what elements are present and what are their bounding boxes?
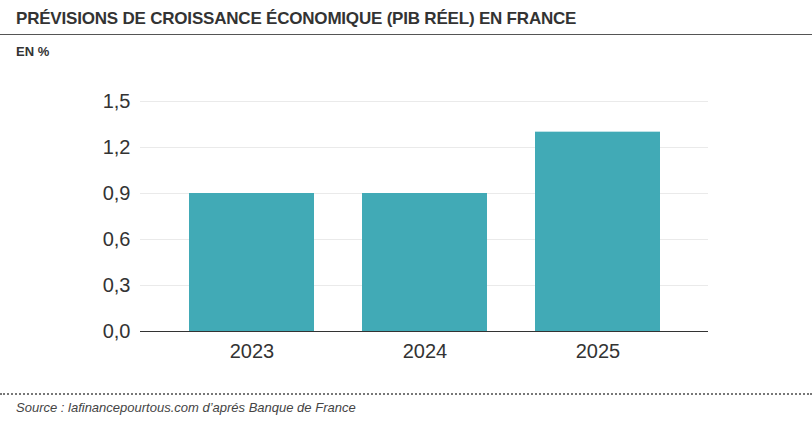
svg-text:2025: 2025 — [576, 340, 621, 362]
svg-text:1,5: 1,5 — [103, 90, 131, 112]
html-text:Source : lafinancepourtous.com: Source : lafinancepourtous.com d’aprés B… — [16, 400, 356, 415]
svg-text:0,0: 0,0 — [103, 320, 131, 342]
svg-text:0,9: 0,9 — [103, 182, 131, 204]
svg-text:2023: 2023 — [230, 340, 275, 362]
svg-text:1,2: 1,2 — [103, 136, 131, 158]
svg-text:0,6: 0,6 — [103, 228, 131, 250]
svg-text:2024: 2024 — [403, 340, 448, 362]
svg-text:0,3: 0,3 — [103, 274, 131, 296]
html-text:PRÉVISIONS DE CROISSANCE ÉCONO: PRÉVISIONS DE CROISSANCE ÉCONOMIQUE (PIB… — [16, 9, 577, 28]
html-text:EN %: EN % — [16, 44, 50, 59]
